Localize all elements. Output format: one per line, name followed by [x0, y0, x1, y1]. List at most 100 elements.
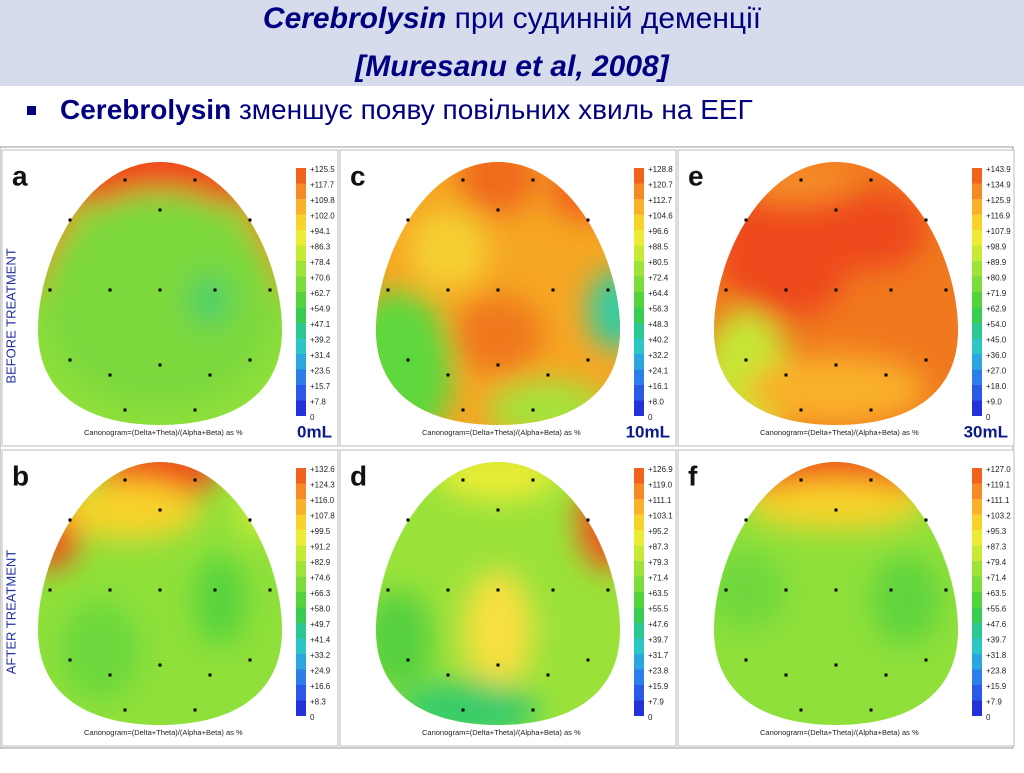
- legend-label: +55.6: [986, 605, 1007, 614]
- legend-swatch: [634, 214, 644, 230]
- legend-label: +126.9: [648, 465, 673, 474]
- legend-swatch: [634, 168, 644, 184]
- legend-label: +116.0: [310, 496, 335, 505]
- electrode: [406, 218, 410, 222]
- electrode: [551, 588, 555, 592]
- map-blob: [453, 295, 543, 375]
- electrode: [461, 478, 465, 482]
- legend-label: +40.2: [648, 336, 669, 345]
- map-blob: [50, 162, 270, 215]
- electrode: [248, 218, 252, 222]
- legend-label: +15.7: [310, 382, 331, 391]
- legend-swatch: [634, 499, 644, 515]
- map-blob: [195, 555, 245, 645]
- legend-swatch: [296, 468, 306, 484]
- legend-label: +72.4: [648, 274, 669, 283]
- electrode: [48, 288, 52, 292]
- legend-label: +120.7: [648, 181, 673, 190]
- legend-swatch: [972, 292, 982, 308]
- caption: Canonogram=(Delta+Theta)/(Alpha+Beta) as…: [760, 728, 919, 737]
- electrode: [869, 178, 873, 182]
- legend-label: +24.1: [648, 367, 669, 376]
- legend-label: +47.6: [986, 620, 1007, 629]
- panel-letter: c: [350, 160, 366, 191]
- legend-label: +7.9: [648, 698, 664, 707]
- legend-swatch: [296, 607, 306, 623]
- legend-swatch: [634, 623, 644, 639]
- legend-label: +23.5: [310, 367, 331, 376]
- legend-swatch: [296, 199, 306, 215]
- electrode: [606, 288, 610, 292]
- legend-label: +15.9: [648, 682, 669, 691]
- legend-label: 0: [648, 713, 653, 722]
- electrode: [531, 178, 535, 182]
- legend-label: +47.6: [648, 620, 669, 629]
- legend-label: +109.8: [310, 196, 335, 205]
- panel-letter: a: [12, 160, 28, 191]
- electrode: [406, 358, 410, 362]
- legend-label: +45.0: [986, 336, 1007, 345]
- legend-label: +64.4: [648, 289, 669, 298]
- legend-swatch: [296, 230, 306, 246]
- legend-label: +71.9: [986, 289, 1007, 298]
- legend-swatch: [296, 483, 306, 499]
- legend-label: +56.3: [648, 305, 669, 314]
- legend-swatch: [296, 514, 306, 530]
- electrode: [834, 508, 838, 512]
- legend-label: +132.6: [310, 465, 335, 474]
- legend-swatch: [634, 400, 644, 416]
- legend-label: +49.7: [310, 620, 331, 629]
- electrode: [268, 288, 272, 292]
- legend-label: +55.5: [648, 605, 669, 614]
- legend-label: +8.3: [310, 698, 326, 707]
- legend-label: +74.6: [310, 574, 331, 583]
- electrode: [924, 518, 928, 522]
- electrode: [496, 663, 500, 667]
- legend-label: 0: [986, 413, 991, 422]
- electrode: [496, 508, 500, 512]
- legend-swatch: [972, 199, 982, 215]
- electrode: [461, 178, 465, 182]
- legend-swatch: [972, 245, 982, 261]
- electrode: [108, 373, 112, 377]
- electrode: [193, 408, 197, 412]
- map-blob: [376, 290, 453, 425]
- legend-label: +117.7: [310, 181, 335, 190]
- electrode: [461, 708, 465, 712]
- legend-label: +96.6: [648, 227, 669, 236]
- electrode: [869, 708, 873, 712]
- legend-swatch: [972, 230, 982, 246]
- legend-swatch: [634, 638, 644, 654]
- electrode: [108, 588, 112, 592]
- electrode: [158, 663, 162, 667]
- electrode: [108, 288, 112, 292]
- legend-label: +79.4: [986, 558, 1007, 567]
- electrode: [586, 358, 590, 362]
- legend-label: +80.5: [648, 258, 669, 267]
- legend-label: +95.2: [648, 527, 669, 536]
- map-blob: [714, 550, 786, 630]
- legend-swatch: [634, 276, 644, 292]
- electrode: [123, 408, 127, 412]
- title: Cerebrolysin при судинній деменції: [263, 2, 762, 35]
- legend-swatch: [634, 700, 644, 716]
- electrode: [446, 673, 450, 677]
- legend-swatch: [296, 592, 306, 608]
- legend-swatch: [634, 669, 644, 685]
- electrode: [799, 708, 803, 712]
- legend-label: +127.0: [986, 465, 1011, 474]
- row-label: AFTER TREATMENT: [3, 550, 18, 675]
- legend-label: +31.7: [648, 651, 669, 660]
- legend-swatch: [634, 685, 644, 701]
- legend-swatch: [972, 499, 982, 515]
- legend-swatch: [972, 685, 982, 701]
- legend-swatch: [296, 561, 306, 577]
- legend-swatch: [296, 654, 306, 670]
- legend-label: +107.9: [986, 227, 1011, 236]
- legend-swatch: [296, 261, 306, 277]
- legend-swatch: [296, 669, 306, 685]
- bullet: Cerebrolysin зменшує появу повільних хви…: [60, 94, 753, 125]
- map-blob: [60, 480, 200, 540]
- legend-swatch: [296, 700, 306, 716]
- legend-label: +63.5: [986, 589, 1007, 598]
